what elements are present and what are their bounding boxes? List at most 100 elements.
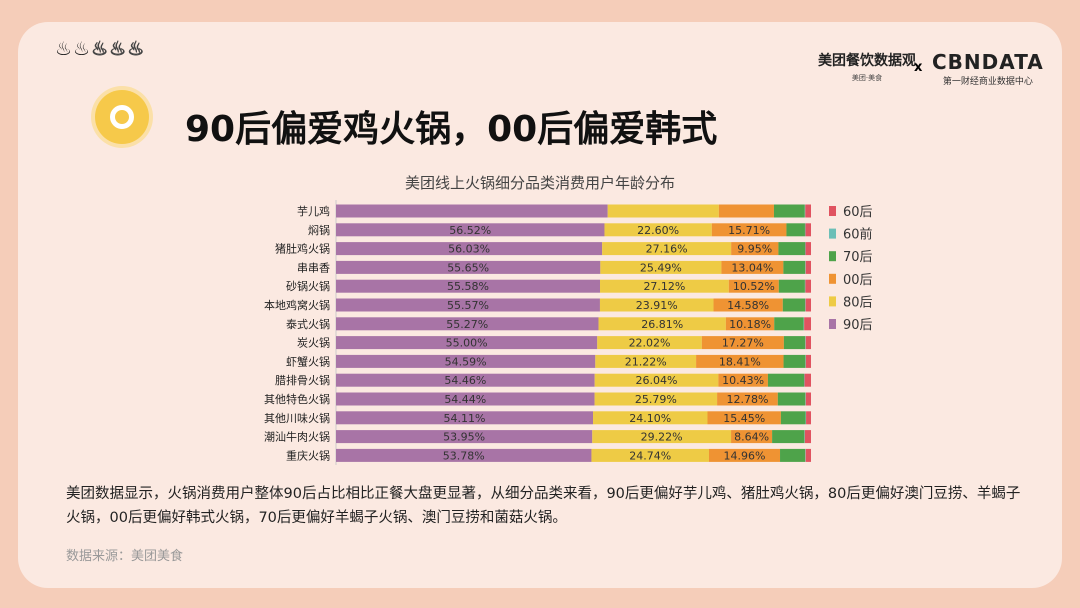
data-label: 29.22% bbox=[641, 431, 683, 444]
legend-swatch bbox=[829, 251, 836, 262]
bar-segment-70后 bbox=[782, 298, 806, 312]
bar-segment-60后 bbox=[804, 430, 811, 444]
bar-segment-90后 bbox=[336, 223, 605, 237]
legend-label: 00后 bbox=[843, 273, 873, 288]
cbndata-logo-text: CBNDATA bbox=[932, 50, 1044, 74]
legend-swatch bbox=[829, 228, 836, 239]
data-label: 54.46% bbox=[444, 374, 486, 387]
legend-label: 70后 bbox=[843, 250, 873, 265]
data-label: 23.91% bbox=[636, 299, 678, 312]
bar-segment-60后 bbox=[805, 336, 811, 350]
data-label: 15.45% bbox=[723, 412, 765, 425]
category-label: 猪肚鸡火锅 bbox=[275, 242, 330, 256]
bar-segment-70后 bbox=[778, 279, 805, 293]
legend-swatch bbox=[829, 319, 836, 329]
bar-segment-00后 bbox=[731, 242, 779, 256]
legend-label: 60后 bbox=[843, 205, 873, 220]
bar-segment-60后 bbox=[804, 317, 811, 331]
bar-segment-70后 bbox=[783, 336, 806, 350]
data-label: 13.04% bbox=[731, 261, 773, 274]
bar-segment-70后 bbox=[783, 354, 806, 368]
bar-segment-90后 bbox=[336, 260, 601, 274]
bar-segment-80后 bbox=[592, 430, 732, 444]
data-label: 10.52% bbox=[733, 280, 775, 293]
bar-segment-60后 bbox=[805, 242, 811, 256]
bar-segment-00后 bbox=[708, 448, 781, 462]
chart-title: 美团线上火锅细分品类消费用户年龄分布 bbox=[404, 174, 675, 192]
data-label: 53.95% bbox=[443, 431, 485, 444]
data-label: 24.10% bbox=[629, 412, 671, 425]
bar-segment-90后 bbox=[336, 430, 593, 444]
bar-segment-70后 bbox=[778, 242, 806, 256]
bar-segment-90后 bbox=[336, 298, 600, 312]
bar-segment-70后 bbox=[772, 430, 805, 444]
bar-segment-90后 bbox=[336, 392, 595, 406]
bar-segment-60后 bbox=[806, 411, 811, 425]
bar-segment-90后 bbox=[336, 411, 594, 425]
data-label: 22.60% bbox=[637, 224, 679, 237]
flame-icon: ♨ bbox=[55, 38, 74, 60]
meituan-logo-text: 美团餐饮数据观 bbox=[818, 53, 916, 69]
data-label: 12.78% bbox=[726, 393, 768, 406]
category-label: 腊排骨火锅 bbox=[275, 373, 330, 387]
meituan-logo: 美团餐饮数据观 美团·美食 bbox=[818, 50, 916, 83]
data-label: 10.43% bbox=[722, 374, 764, 387]
data-label: 22.02% bbox=[629, 337, 671, 350]
bar-segment-00后 bbox=[707, 411, 781, 425]
data-label: 14.96% bbox=[724, 449, 766, 462]
bar-segment-80后 bbox=[594, 373, 719, 387]
category-label: 炭火锅 bbox=[297, 337, 330, 350]
bar-segment-70后 bbox=[780, 448, 806, 462]
flame-icon: ♨ bbox=[127, 38, 146, 61]
rating-flames: ♨♨♨♨♨ bbox=[55, 38, 146, 61]
cbndata-logo: CBNDATA 第一财经商业数据中心 bbox=[932, 50, 1044, 87]
data-label: 24.74% bbox=[629, 449, 671, 462]
legend-label: 90后 bbox=[843, 318, 873, 333]
bar-segment-60后 bbox=[805, 448, 811, 462]
flame-icon: ♨ bbox=[91, 38, 110, 61]
bar-segment-90后 bbox=[336, 336, 598, 350]
bar-segment-90后 bbox=[336, 204, 608, 218]
data-label: 55.27% bbox=[446, 318, 488, 331]
data-label: 55.57% bbox=[447, 299, 489, 312]
bar-segment-00后 bbox=[718, 373, 768, 387]
bar-segment-00后 bbox=[711, 223, 787, 237]
data-label: 54.44% bbox=[444, 393, 486, 406]
bar-segment-80后 bbox=[594, 392, 718, 406]
page-title: 90后偏爱鸡火锅，00后偏爱韩式 bbox=[185, 109, 718, 150]
bar-segment-60后 bbox=[805, 354, 811, 368]
bar-segment-00后 bbox=[728, 279, 779, 293]
flame-icon: ♨ bbox=[109, 38, 128, 61]
bar-segment-80后 bbox=[599, 298, 714, 312]
logo-separator: x bbox=[914, 60, 923, 75]
data-source: 数据来源：美团美食 bbox=[66, 549, 184, 564]
category-label: 潮汕牛肉火锅 bbox=[264, 430, 330, 444]
bar-segment-60后 bbox=[805, 204, 811, 218]
category-label: 砂锅火锅 bbox=[286, 280, 330, 293]
bar-segment-70后 bbox=[786, 223, 805, 237]
data-label: 18.41% bbox=[719, 355, 761, 368]
cbndata-logo-sub: 第一财经商业数据中心 bbox=[942, 77, 1033, 87]
bar-segment-80后 bbox=[600, 279, 729, 293]
bar-segment-00后 bbox=[725, 317, 775, 331]
bar-segment-80后 bbox=[595, 354, 697, 368]
category-label: 虾蟹火锅 bbox=[286, 354, 330, 368]
bar-segment-90后 bbox=[336, 317, 599, 331]
bar-segment-90后 bbox=[336, 373, 595, 387]
data-label: 10.18% bbox=[729, 318, 771, 331]
category-label: 泰式火锅 bbox=[286, 317, 330, 331]
bar-segment-70后 bbox=[773, 204, 805, 218]
data-label: 27.12% bbox=[643, 280, 685, 293]
description-text: 美团数据显示，火锅消费用户整体90后占比相比正餐大盘更显著，从细分品类来看，90… bbox=[66, 486, 1021, 526]
data-label: 54.11% bbox=[444, 412, 486, 425]
legend-swatch bbox=[829, 296, 836, 307]
bar-segment-80后 bbox=[591, 448, 709, 462]
bar-segment-00后 bbox=[721, 260, 784, 274]
bar-segment-60后 bbox=[805, 392, 811, 406]
category-label: 本地鸡窝火锅 bbox=[264, 298, 330, 312]
bar-segment-90后 bbox=[336, 354, 596, 368]
data-label: 55.65% bbox=[447, 261, 489, 274]
legend-swatch bbox=[829, 206, 836, 216]
bar-segment-80后 bbox=[600, 260, 722, 274]
bar-segment-60后 bbox=[805, 223, 811, 237]
